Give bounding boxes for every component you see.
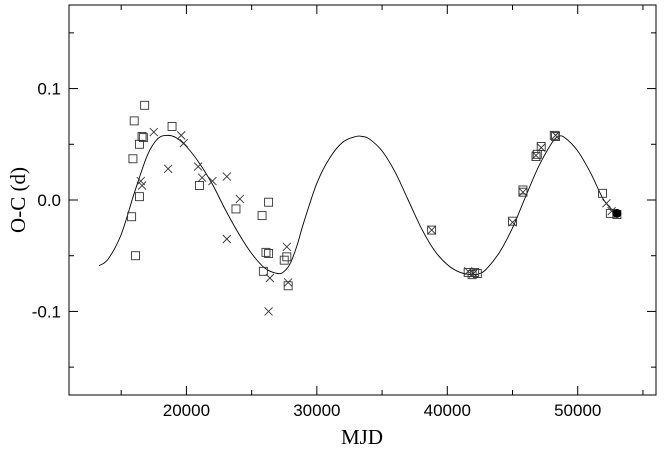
cross-marker-stroke (427, 225, 436, 235)
y-axis-label: O-C (d) (6, 167, 30, 233)
cross-marker (265, 273, 275, 283)
square-marker (261, 247, 271, 257)
cross-marker-stroke (469, 269, 478, 278)
cross-marker-stroke (265, 273, 275, 283)
cross-marker-stroke (531, 151, 541, 160)
square-marker (167, 122, 177, 131)
fit-curve (98, 134, 618, 276)
cross-marker-stroke (136, 176, 146, 186)
square-marker (264, 249, 274, 258)
square-marker (231, 204, 241, 214)
cross-marker-stroke (551, 131, 560, 140)
cross-marker (536, 143, 546, 152)
x-axis-label: MJD (341, 425, 383, 449)
square-marker (194, 181, 204, 190)
cross-marker (602, 199, 611, 208)
square-marker (551, 132, 561, 141)
square-marker (283, 281, 293, 291)
square-marker (128, 154, 138, 164)
cross-marker (222, 234, 232, 244)
cross-marker (531, 151, 541, 160)
y-tick-label: 0.0 (37, 191, 61, 210)
cross-marker (163, 164, 173, 174)
axis-ticks (69, 5, 656, 395)
square-marker (470, 267, 480, 277)
cross-marker-stroke (179, 138, 189, 148)
cross-marker-stroke (463, 266, 473, 276)
cross-marker (463, 266, 473, 276)
square-marker (518, 185, 528, 195)
plot-frame (68, 4, 657, 396)
x-tick-label: 20000 (163, 401, 210, 420)
cross-marker-stroke (607, 206, 616, 216)
data-markers (127, 100, 622, 316)
cross-marker (551, 131, 560, 140)
filled-circle-marker (612, 208, 622, 218)
cross-marker-stroke (222, 172, 232, 181)
square-marker (257, 211, 267, 221)
square-marker (134, 192, 144, 202)
y-tick-label: -0.1 (32, 302, 61, 321)
square-marker (467, 270, 477, 280)
cross-marker-stroke (222, 234, 232, 244)
cross-marker (149, 127, 159, 137)
cross-marker (508, 217, 517, 227)
cross-marker-stroke (508, 217, 517, 227)
y-tick-label: 0.1 (37, 80, 61, 99)
cross-marker (193, 162, 203, 171)
cross-marker (282, 242, 292, 252)
square-marker (508, 216, 517, 226)
cross-marker (222, 172, 232, 181)
cross-marker-stroke (193, 162, 203, 171)
square-marker (138, 133, 148, 143)
square-marker (140, 100, 150, 110)
tick-labels: 20000 30000 40000 50000 -0.1 0.0 0.1 (32, 80, 602, 420)
square-marker (598, 188, 607, 198)
cross-marker-stroke (149, 127, 159, 137)
cross-marker-stroke (264, 307, 273, 316)
cross-marker (235, 194, 245, 204)
cross-marker-stroke (163, 164, 173, 174)
square-marker (129, 116, 139, 126)
square-marker (531, 152, 541, 161)
cross-marker (176, 131, 186, 140)
cross-marker (137, 181, 147, 190)
x-tick-label: 40000 (424, 401, 471, 420)
cross-marker (264, 307, 273, 316)
cross-marker-stroke (602, 199, 611, 208)
cross-marker (197, 173, 207, 183)
cross-marker-stroke (176, 131, 186, 140)
cross-marker (469, 269, 478, 278)
square-marker (427, 225, 437, 235)
square-marker (127, 212, 137, 222)
square-marker (282, 252, 292, 262)
square-marker (279, 255, 289, 265)
x-tick-label: 50000 (554, 401, 601, 420)
cross-marker (518, 187, 528, 197)
cross-marker (427, 225, 436, 235)
cross-marker (208, 176, 217, 186)
cross-marker-stroke (197, 173, 207, 183)
x-tick-label: 30000 (293, 401, 340, 420)
cross-marker (283, 278, 293, 287)
cross-marker-stroke (283, 278, 293, 287)
cross-marker (179, 138, 189, 148)
cross-marker-stroke (536, 143, 546, 152)
cross-marker-stroke (208, 176, 217, 186)
cross-marker-stroke (282, 242, 292, 252)
cross-marker-stroke (235, 194, 245, 204)
square-marker (549, 130, 559, 140)
square-marker (536, 142, 546, 151)
cross-marker-stroke (137, 181, 147, 190)
square-marker (258, 266, 268, 276)
square-marker (264, 197, 274, 207)
cross-marker-stroke (518, 187, 528, 197)
square-marker (131, 251, 140, 261)
square-marker (137, 132, 147, 141)
